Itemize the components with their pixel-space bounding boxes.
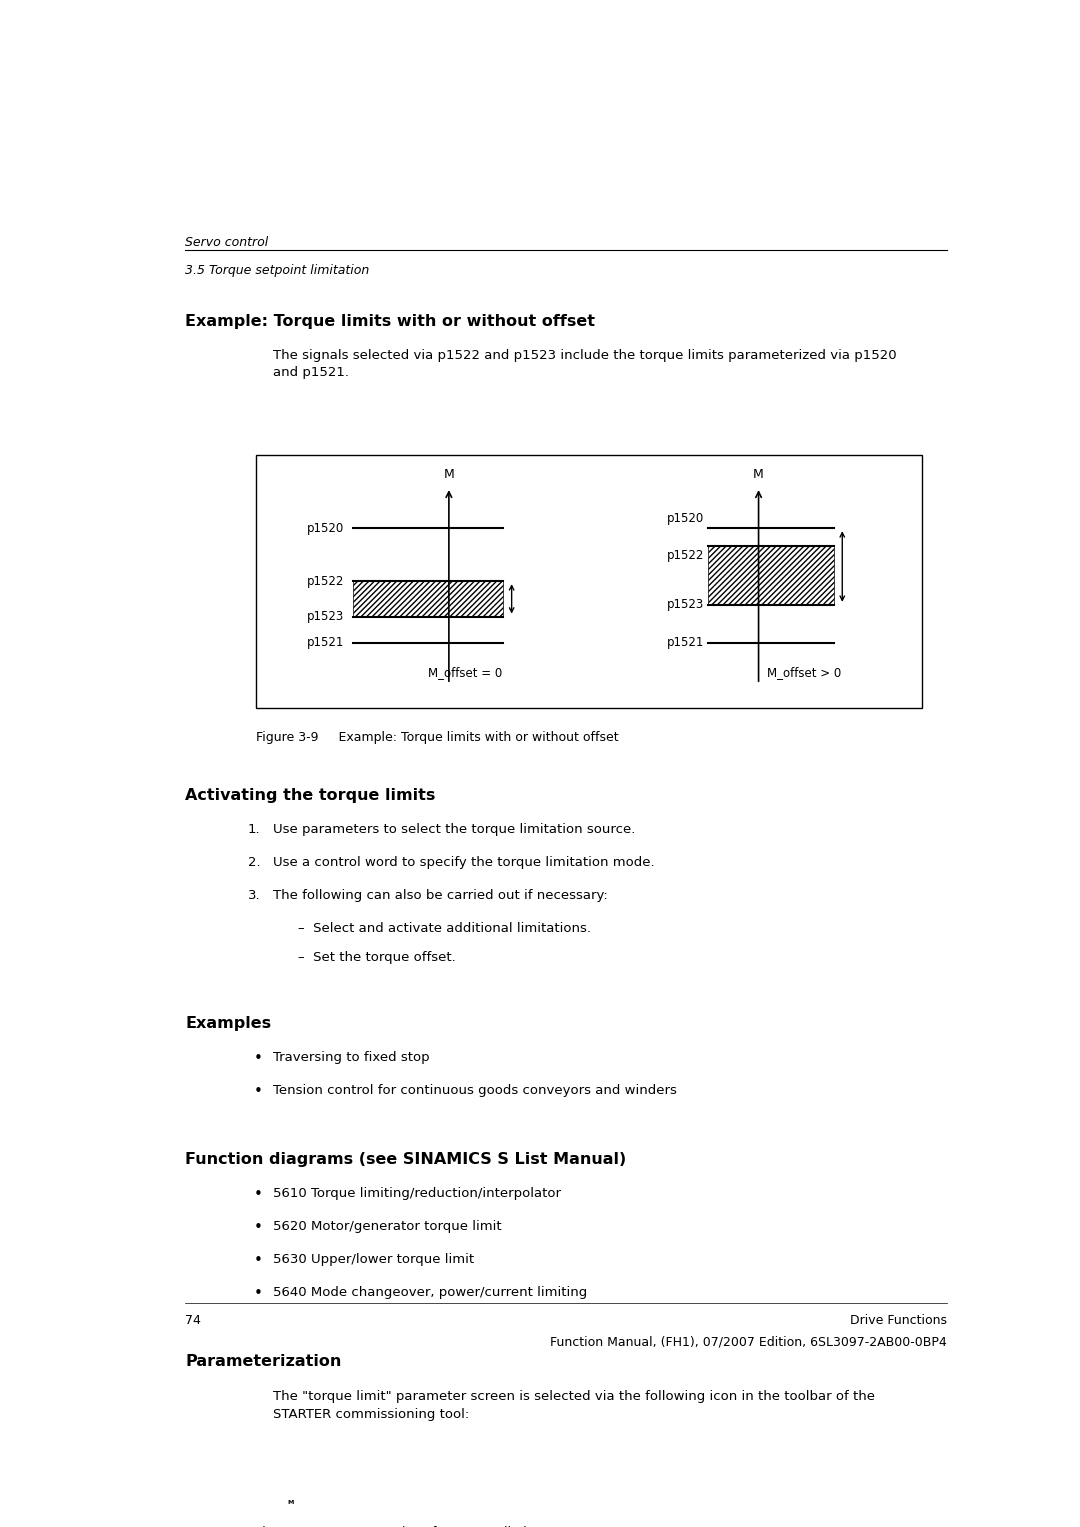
Text: •: • (254, 1220, 262, 1235)
Bar (708, 547, 834, 605)
Text: Example: Torque limits with or without offset: Example: Torque limits with or without o… (186, 313, 595, 328)
Text: Use parameters to select the torque limitation source.: Use parameters to select the torque limi… (273, 823, 635, 835)
Text: p1520: p1520 (307, 522, 345, 534)
Text: 5640 Mode changeover, power/current limiting: 5640 Mode changeover, power/current limi… (273, 1286, 588, 1299)
Bar (275, 1472, 306, 1481)
Text: Use a control word to specify the torque limitation mode.: Use a control word to specify the torque… (273, 855, 654, 869)
Text: Function Manual, (FH1), 07/2007 Edition, 6SL3097-2AB00-0BP4: Function Manual, (FH1), 07/2007 Edition,… (550, 1336, 947, 1348)
Text: •: • (254, 1051, 262, 1066)
Text: •: • (254, 1286, 262, 1301)
Text: •: • (254, 1254, 262, 1269)
Bar (273, 1469, 308, 1507)
Text: Activating the torque limits: Activating the torque limits (186, 788, 435, 803)
Text: Parameterization: Parameterization (186, 1354, 341, 1370)
Text: •: • (254, 1084, 262, 1099)
Text: 74: 74 (186, 1315, 201, 1327)
Text: Examples: Examples (186, 1015, 271, 1031)
Text: p1520: p1520 (667, 513, 704, 525)
Text: The signals selected via p1522 and p1523 include the torque limits parameterized: The signals selected via p1522 and p1523… (273, 350, 896, 379)
Text: Figure 3-9     Example: Torque limits with or without offset: Figure 3-9 Example: Torque limits with o… (256, 731, 619, 744)
Text: The following can also be carried out if necessary:: The following can also be carried out if… (273, 889, 608, 902)
Text: p1522: p1522 (307, 574, 345, 588)
Text: M_offset = 0: M_offset = 0 (429, 666, 503, 680)
Text: Function diagrams (see SINAMICS S List Manual): Function diagrams (see SINAMICS S List M… (186, 1151, 626, 1167)
Bar (256, 455, 922, 707)
Text: p1521: p1521 (307, 637, 345, 649)
Text: –  Set the torque offset.: – Set the torque offset. (298, 951, 456, 964)
Text: –  Select and activate additional limitations.: – Select and activate additional limitat… (298, 922, 591, 935)
Text: M: M (287, 1500, 294, 1506)
Text: 5630 Upper/lower torque limit: 5630 Upper/lower torque limit (273, 1254, 474, 1266)
Text: p1521: p1521 (666, 637, 704, 649)
Text: 2.: 2. (248, 855, 260, 869)
Text: M: M (444, 469, 455, 481)
Text: Servo control: Servo control (186, 237, 269, 249)
Text: p1522: p1522 (666, 548, 704, 562)
Text: 5610 Torque limiting/reduction/interpolator: 5610 Torque limiting/reduction/interpola… (273, 1188, 562, 1200)
Text: Traversing to fixed stop: Traversing to fixed stop (273, 1051, 430, 1064)
Bar (275, 1487, 306, 1495)
Text: Tension control for continuous goods conveyors and winders: Tension control for continuous goods con… (273, 1084, 677, 1096)
Text: 3.5 Torque setpoint limitation: 3.5 Torque setpoint limitation (186, 264, 369, 278)
Text: Drive Functions: Drive Functions (850, 1315, 947, 1327)
Text: M: M (753, 469, 764, 481)
Text: •: • (254, 1188, 262, 1202)
Text: 3.: 3. (248, 889, 260, 902)
Text: 1.: 1. (248, 823, 260, 835)
Bar (352, 582, 503, 617)
Text: p1523: p1523 (667, 599, 704, 611)
Text: p1523: p1523 (307, 609, 345, 623)
Text: M_offset > 0: M_offset > 0 (768, 666, 841, 680)
Text: The "torque limit" parameter screen is selected via the following icon in the to: The "torque limit" parameter screen is s… (273, 1390, 875, 1420)
Text: 5620 Motor/generator torque limit: 5620 Motor/generator torque limit (273, 1220, 502, 1234)
